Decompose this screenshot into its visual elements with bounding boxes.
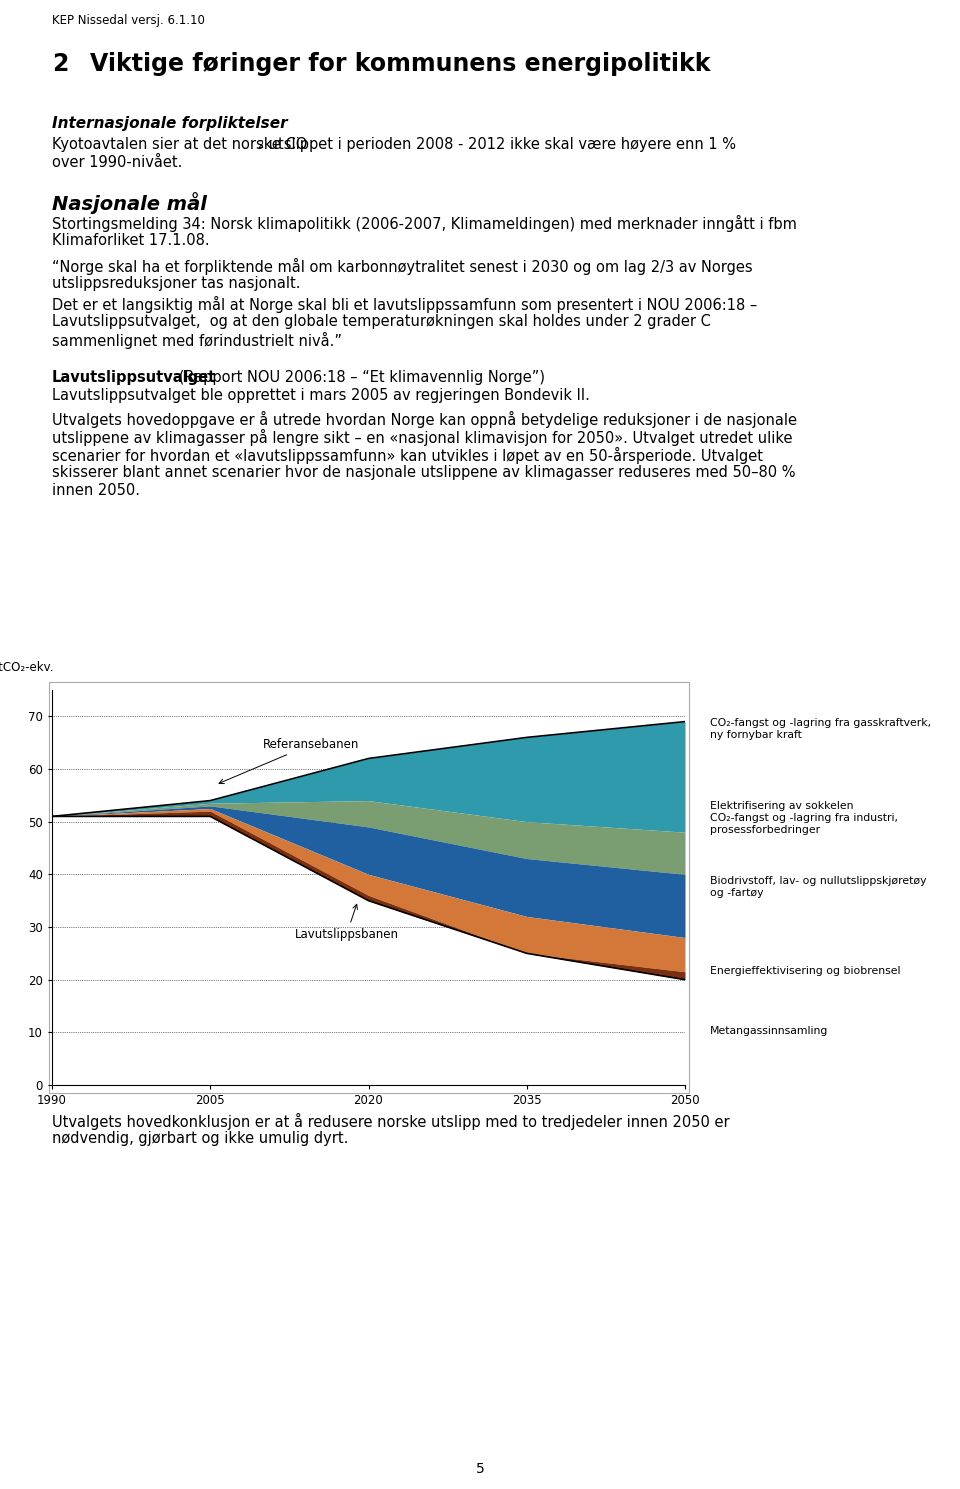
Text: innen 2050.: innen 2050. bbox=[52, 482, 140, 497]
Text: Energieffektivisering og biobrensel: Energieffektivisering og biobrensel bbox=[710, 966, 900, 977]
Text: Nasjonale mål: Nasjonale mål bbox=[52, 192, 206, 214]
Text: nødvendig, gjørbart og ikke umulig dyrt.: nødvendig, gjørbart og ikke umulig dyrt. bbox=[52, 1132, 348, 1147]
Text: utslippsreduksjoner tas nasjonalt.: utslippsreduksjoner tas nasjonalt. bbox=[52, 275, 300, 290]
Text: Biodrivstoff, lav- og nullutslippskjøretøy
og -fartøy: Biodrivstoff, lav- og nullutslippskjøret… bbox=[710, 876, 926, 898]
Text: scenarier for hvordan et «lavutslippssamfunn» kan utvikles i løpet av en 50-årsp: scenarier for hvordan et «lavutslippssam… bbox=[52, 447, 763, 465]
Text: Utvalgets hovedkonklusjon er at å redusere norske utslipp med to tredjedeler inn: Utvalgets hovedkonklusjon er at å reduse… bbox=[52, 1112, 730, 1130]
Text: Lavutslippsbanen: Lavutslippsbanen bbox=[295, 904, 398, 941]
Text: utslippene av klimagasser på lengre sikt – en «nasjonal klimavisjon for 2050». U: utslippene av klimagasser på lengre sikt… bbox=[52, 429, 793, 447]
Text: Viktige føringer for kommunens energipolitikk: Viktige føringer for kommunens energipol… bbox=[90, 52, 710, 76]
Text: KEP Nissedal versj. 6.1.10: KEP Nissedal versj. 6.1.10 bbox=[52, 13, 204, 27]
Text: Metangassinnsamling: Metangassinnsamling bbox=[710, 1026, 828, 1036]
Text: Lavutslippsutvalget: Lavutslippsutvalget bbox=[52, 369, 216, 386]
Text: Internasjonale forpliktelser: Internasjonale forpliktelser bbox=[52, 116, 288, 131]
Text: Stortingsmelding 34: Norsk klimapolitikk (2006-2007, Klimameldingen) med merknad: Stortingsmelding 34: Norsk klimapolitikk… bbox=[52, 214, 797, 232]
Text: Klimaforliket 17.1.08.: Klimaforliket 17.1.08. bbox=[52, 232, 209, 249]
Text: MtCO₂-ekv.: MtCO₂-ekv. bbox=[0, 661, 54, 675]
Text: (Rapport NOU 2006:18 – “Et klimavennlig Norge”): (Rapport NOU 2006:18 – “Et klimavennlig … bbox=[174, 369, 544, 386]
Text: Det er et langsiktig mål at Norge skal bli et lavutslippssamfunn som presentert : Det er et langsiktig mål at Norge skal b… bbox=[52, 296, 757, 313]
Text: 2: 2 bbox=[257, 140, 264, 150]
Text: Kyotoavtalen sier at det norske CO: Kyotoavtalen sier at det norske CO bbox=[52, 137, 307, 152]
Text: Lavutslippsutvalget ble opprettet i mars 2005 av regjeringen Bondevik II.: Lavutslippsutvalget ble opprettet i mars… bbox=[52, 389, 589, 404]
Text: CO₂-fangst og -lagring fra gasskraftverk,
ny fornybar kraft: CO₂-fangst og -lagring fra gasskraftverk… bbox=[710, 718, 931, 740]
Text: over 1990-nivået.: over 1990-nivået. bbox=[52, 155, 182, 170]
Text: skisserer blant annet scenarier hvor de nasjonale utslippene av klimagasser redu: skisserer blant annet scenarier hvor de … bbox=[52, 465, 796, 479]
Text: 2: 2 bbox=[52, 52, 68, 76]
Text: sammenlignet med førindustrielt nivå.”: sammenlignet med førindustrielt nivå.” bbox=[52, 332, 342, 348]
Text: utslippet i perioden 2008 - 2012 ikke skal være høyere enn 1 %: utslippet i perioden 2008 - 2012 ikke sk… bbox=[264, 137, 736, 152]
Text: Lavutslippsutvalget,  og at den globale temperaturøkningen skal holdes under 2 g: Lavutslippsutvalget, og at den globale t… bbox=[52, 314, 710, 329]
Text: Utvalgets hovedoppgave er å utrede hvordan Norge kan oppnå betydelige reduksjone: Utvalgets hovedoppgave er å utrede hvord… bbox=[52, 411, 797, 427]
Text: “Norge skal ha et forpliktende mål om karbonnøytralitet senest i 2030 og om lag : “Norge skal ha et forpliktende mål om ka… bbox=[52, 258, 753, 275]
Text: Referansebanen: Referansebanen bbox=[219, 739, 359, 783]
Text: 5: 5 bbox=[475, 1462, 485, 1476]
Text: Elektrifisering av sokkelen
CO₂-fangst og -lagring fra industri,
prosessforbedri: Elektrifisering av sokkelen CO₂-fangst o… bbox=[710, 801, 899, 835]
